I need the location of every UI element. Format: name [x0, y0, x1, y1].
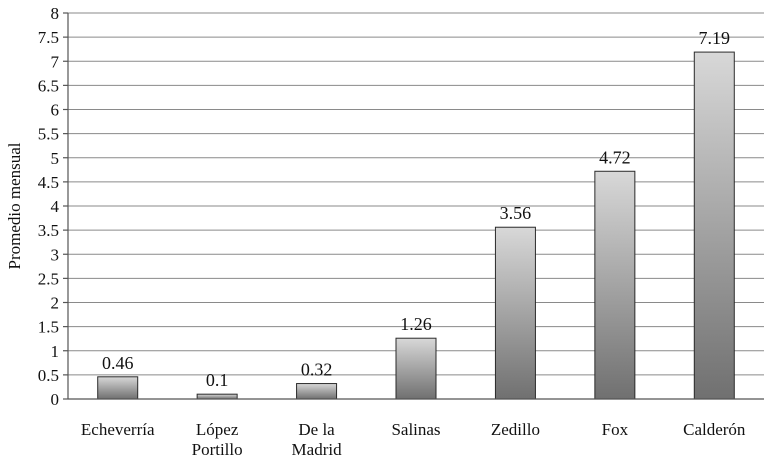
data-label: 0.1 [206, 370, 229, 390]
x-category-label: Fox [602, 420, 629, 439]
data-label: 7.19 [699, 28, 731, 48]
x-category-label: López Portillo [192, 420, 243, 459]
x-category-label-line: Echeverría [81, 420, 155, 439]
data-label: 3.56 [500, 203, 532, 223]
y-axis-ticks: 0 0.5 1 1.5 2 2.5 3 3.5 4 4.5 5 5.5 6 6.5 7 7.5 8 [38, 4, 68, 409]
data-label: 0.46 [102, 353, 134, 373]
x-category-label: Salinas [391, 420, 440, 439]
x-category-label-line: De la [298, 420, 335, 439]
y-tick-label: 3 [51, 245, 60, 264]
y-tick-label: 6.5 [38, 76, 59, 95]
bar [494, 226, 536, 400]
x-category-label-line: Zedillo [491, 420, 540, 439]
y-tick-label: 1 [51, 342, 60, 361]
x-category-label: Calderón [683, 420, 746, 439]
y-tick-label: 5 [51, 149, 60, 168]
y-tick-label: 6 [51, 101, 60, 120]
y-tick-label: 4.5 [38, 173, 59, 192]
bar [594, 170, 636, 400]
y-axis-title: Promedio mensual [5, 142, 24, 269]
x-category-label-line: Fox [602, 420, 629, 439]
bar [97, 376, 139, 400]
y-tick-label: 0.5 [38, 366, 59, 385]
bars [97, 51, 735, 400]
bar [196, 393, 238, 400]
bar [296, 383, 338, 400]
y-tick-label: 3.5 [38, 221, 59, 240]
x-axis-categories: Echeverría López Portillo De la Madrid Salina… [81, 420, 746, 459]
bar [395, 337, 437, 400]
y-tick-label: 2.5 [38, 269, 59, 288]
y-tick-label: 7 [51, 52, 60, 71]
data-label: 1.26 [400, 314, 432, 334]
y-tick-label: 4 [51, 197, 60, 216]
x-category-label-line: Portillo [192, 440, 243, 459]
bar [693, 51, 735, 400]
x-category-label: Echeverría [81, 420, 155, 439]
data-label: 4.72 [599, 147, 631, 167]
x-category-label: De la Madrid [292, 420, 343, 459]
y-tick-label: 8 [51, 4, 60, 23]
gridlines [68, 12, 764, 376]
x-category-label-line: Salinas [391, 420, 440, 439]
x-category-label-line: López [196, 420, 239, 439]
x-category-label: Zedillo [491, 420, 540, 439]
y-tick-label: 7.5 [38, 28, 59, 47]
x-category-label-line: Madrid [292, 440, 343, 459]
y-tick-label: 0 [51, 390, 60, 409]
data-label: 0.32 [301, 360, 333, 380]
x-category-label-line: Calderón [683, 420, 746, 439]
data-labels: 0.46 0.1 0.32 1.26 3.56 4.72 7.19 [102, 28, 730, 390]
y-tick-label: 1.5 [38, 318, 59, 337]
y-tick-label: 5.5 [38, 125, 59, 144]
y-tick-label: 2 [51, 294, 60, 313]
